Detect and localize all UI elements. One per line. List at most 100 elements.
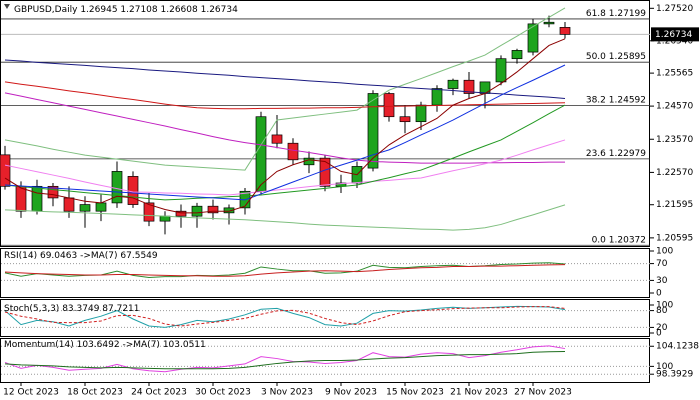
fib-level: 23.6 (586, 148, 606, 158)
signal-value: 67.5549 (120, 251, 157, 261)
panel-title: GBPUSD,Daily 1.26945 1.27108 1.26608 1.2… (14, 5, 241, 15)
candle-body (79, 204, 91, 212)
candle-body (127, 176, 139, 205)
signal-value: 103.0511 (163, 340, 206, 350)
y-tick-label: 0 (656, 289, 662, 299)
y-tick-label: 1.25565 (656, 69, 693, 79)
candle-body (191, 205, 203, 217)
fib-label: 50.0 1.25895 (586, 52, 646, 62)
x-tick-label: 3 Nov 2023 (261, 388, 313, 398)
spacer (238, 5, 241, 15)
indicator-value: 69.0463 (40, 251, 77, 261)
candle-body (271, 134, 283, 144)
spacer (206, 340, 209, 350)
price-label: 1.26734 (655, 30, 692, 40)
indicator-line (4, 59, 566, 99)
y-tick-label: 1.24570 (656, 102, 693, 112)
indicator-value: 103.6492 (77, 340, 120, 350)
candle-body (175, 210, 187, 217)
y-tick-label: 100 (656, 301, 673, 311)
y-tick-label: 80 (656, 306, 668, 316)
ohlc-high: 1.27108 (120, 5, 157, 15)
candle-body (447, 79, 459, 89)
y-tick-label: 1.27520 (656, 4, 693, 14)
fib-label: 38.2 1.24592 (586, 95, 646, 105)
symbol-icon (4, 4, 10, 9)
indicator-line (4, 38, 566, 214)
y-tick-label: 1.22570 (656, 168, 693, 178)
indicator-line (4, 81, 566, 110)
ma-label: ->MA(7) (80, 251, 117, 261)
candle-body (287, 142, 299, 161)
indicator-line (4, 264, 566, 277)
candle-body (63, 197, 75, 212)
panel-title: RSI(14) 69.0463 ->MA(7) 67.5549 (4, 251, 161, 261)
x-tick-label: 12 Oct 2023 (3, 388, 59, 398)
y-tick-label: 70 (656, 259, 668, 269)
candle-body (559, 27, 571, 35)
candle-body (207, 205, 219, 214)
fib-level: 0.0 (592, 235, 607, 245)
title: Stoch(5,3,3) (4, 304, 59, 314)
spacer (158, 251, 161, 261)
title: RSI(14) (4, 251, 37, 261)
fib-level: 50.0 (586, 52, 606, 62)
candle-body (0, 154, 11, 187)
candle-body (223, 207, 235, 214)
candle-body (15, 185, 27, 212)
candle-body (367, 93, 379, 169)
y-tick-label: 30 (656, 276, 668, 286)
candle-body (399, 116, 411, 123)
indicator-line (4, 306, 566, 327)
candle-body (159, 215, 171, 222)
y-tick-label: 1.23570 (656, 135, 693, 145)
candle-body (143, 202, 155, 222)
y-tick-label: 0 (656, 329, 662, 339)
x-tick-label: 21 Nov 2023 (450, 388, 508, 398)
ohlc-close: 1.26734 (201, 5, 238, 15)
candle-body (31, 185, 43, 212)
indicator-line (4, 104, 566, 201)
candle-body (47, 185, 59, 199)
y-tick-label: 20 (656, 323, 668, 333)
main-panel (0, 0, 650, 247)
momentum-panel (0, 338, 650, 383)
candle-body (495, 58, 507, 83)
indicator-line (4, 204, 566, 231)
y-tick-label: 100 (656, 362, 673, 372)
x-tick-label: 30 Oct 2023 (195, 388, 251, 398)
candle-body (415, 104, 427, 123)
candle-body (511, 50, 523, 60)
rsi-panel (0, 248, 650, 298)
indicator-line (4, 345, 566, 373)
candle-body (255, 116, 267, 192)
fib-label: 23.6 1.22979 (586, 148, 646, 158)
candle-body (319, 157, 331, 187)
fib-value: 1.27199 (609, 8, 646, 18)
candle-body (463, 79, 475, 94)
fib-value: 1.24592 (609, 95, 646, 105)
indicator-line (4, 7, 566, 171)
indicator-value: 83.3749 (62, 304, 99, 314)
y-tick-label: 104.1238 (656, 342, 699, 352)
indicator-line (4, 139, 566, 196)
stoch-panel (0, 299, 650, 337)
x-tick-label: 18 Oct 2023 (67, 388, 123, 398)
candle-body (543, 21, 555, 25)
y-tick-label: 1.20595 (656, 233, 693, 243)
fib-level: 61.8 (586, 8, 606, 18)
x-tick-label: 9 Nov 2023 (325, 388, 377, 398)
fib-value: 1.20372 (609, 235, 646, 245)
panel-title: Momentum(14) 103.6492 ->MA(7) 103.0511 (4, 340, 209, 350)
candle-body (431, 88, 443, 106)
title: GBPUSD,Daily (14, 5, 78, 15)
candle-body (303, 157, 315, 166)
indicator-line (4, 350, 566, 370)
x-tick-label: 27 Nov 2023 (514, 388, 572, 398)
ohlc-open: 1.26945 (80, 5, 117, 15)
price-label-box (651, 27, 699, 42)
signal-value: 87.7211 (102, 304, 139, 314)
y-tick-label: 100 (656, 247, 673, 257)
candle-body (383, 93, 395, 118)
